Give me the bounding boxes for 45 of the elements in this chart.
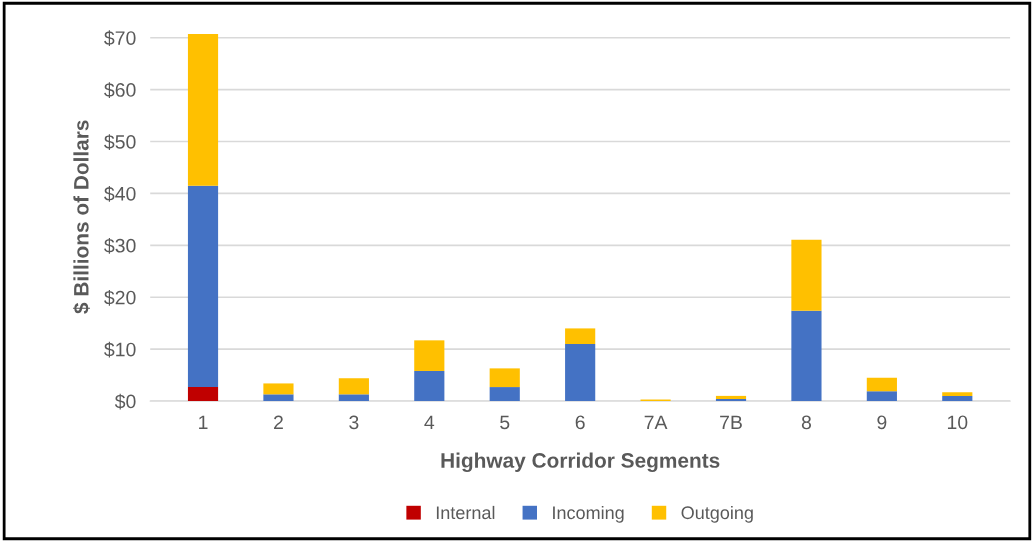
y-tick-label: $50 [104, 134, 136, 150]
bar [489, 368, 520, 388]
bar [414, 370, 445, 402]
bar [791, 310, 822, 402]
x-tick-label: 7B [720, 415, 742, 430]
bar [187, 387, 219, 402]
x-tick-label: 4 [424, 415, 435, 430]
bar [565, 328, 596, 344]
x-tick-label: 1 [199, 415, 208, 430]
bar [187, 185, 219, 388]
bar [942, 395, 973, 402]
x-tick-label: 3 [349, 415, 359, 430]
legend-label: Outgoing [681, 505, 753, 523]
bar [187, 34, 219, 186]
y-axis-title: $ Billions of Dollars [73, 120, 90, 314]
x-tick-label: 6 [575, 415, 585, 430]
x-tick-label: 9 [877, 415, 887, 430]
y-tick-label: $0 [114, 393, 136, 410]
x-tick-label: 10 [947, 415, 968, 430]
x-tick-label: 5 [500, 415, 510, 430]
y-tick-label: $20 [104, 289, 136, 306]
bar [791, 239, 822, 311]
bar [715, 395, 747, 399]
bar [338, 378, 369, 395]
y-tick-label: $40 [104, 186, 136, 202]
bar [866, 377, 897, 392]
x-axis-title: Highway Corridor Segments [441, 452, 720, 473]
x-tick-label: 8 [801, 415, 812, 430]
bar [263, 383, 294, 395]
legend-label: Incoming [553, 505, 624, 523]
bar [263, 394, 294, 402]
bar [338, 394, 369, 402]
bar [942, 392, 973, 396]
y-tick-label: $10 [104, 341, 136, 358]
y-tick-label: $60 [104, 82, 136, 99]
legend-label: Internal [436, 505, 495, 520]
y-tick-label: $30 [104, 238, 136, 254]
bar [565, 343, 596, 402]
x-tick-label: 7A [644, 415, 668, 430]
bar [489, 387, 520, 402]
bar [866, 391, 897, 402]
x-tick-label: 2 [274, 415, 283, 430]
y-tick-label: $70 [104, 30, 136, 47]
bar [414, 340, 445, 371]
bar [715, 399, 747, 402]
